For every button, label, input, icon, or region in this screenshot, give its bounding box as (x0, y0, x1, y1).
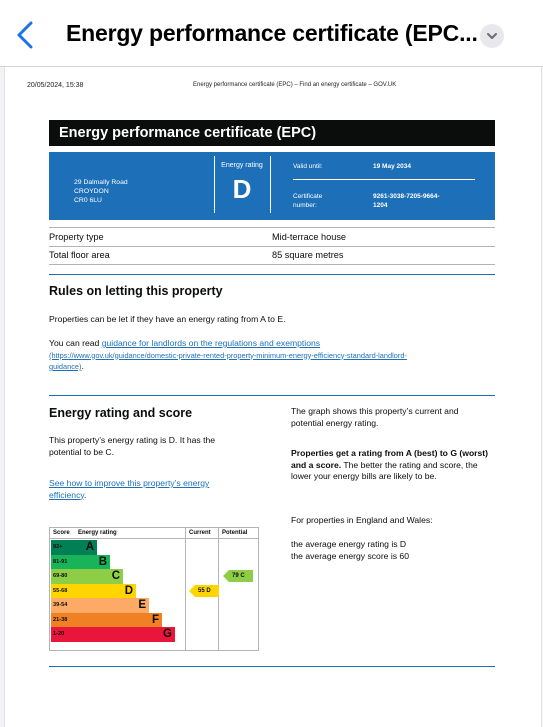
band-letter: B (98, 555, 107, 568)
certificate-number-label: Certificate number: (293, 192, 322, 210)
band-letter: G (163, 628, 172, 640)
band-score-range: 39-54 (53, 602, 68, 608)
guidance-url[interactable]: (https://www.gov.uk/guidance/domestic-pr… (49, 350, 407, 360)
band-score-range: 1-20 (53, 631, 65, 637)
rating-band-g: 1-20 G (51, 627, 175, 642)
letting-heading: Rules on letting this property (49, 284, 223, 298)
band-score-range: 55-68 (53, 587, 68, 594)
property-type-row: Property type Mid-terrace house (49, 227, 495, 247)
section-divider (49, 666, 495, 667)
divider (270, 156, 271, 213)
address-line: CR0 6LU (74, 197, 102, 204)
rating-band-c: 69-80 C (51, 569, 123, 584)
title-menu-chevron-down-icon[interactable] (480, 24, 504, 48)
energy-rating-chart: Score Energy rating Current Potential 92… (49, 527, 259, 651)
chart-column-divider (185, 528, 186, 650)
certificate-number-label-line: Certificate (293, 193, 323, 200)
average-score-text: the average energy score is 60 (291, 550, 409, 561)
rating-band-f: 21-38 F (51, 612, 162, 627)
band-letter: D (124, 584, 133, 597)
rating-band-b: 81-91 B (51, 554, 110, 569)
energy-rating-label: Energy rating (221, 162, 263, 169)
current-column-header: Current (189, 530, 211, 536)
graph-explanation-text: The graph shows this property’s current … (291, 406, 459, 428)
valid-until-label: Valid until: (293, 163, 323, 170)
address-line: 29 Dalmally Road (74, 179, 128, 186)
england-wales-text: For properties in England and Wales: (291, 515, 433, 525)
band-letter: E (138, 599, 146, 611)
potential-column-header: Potential (222, 530, 248, 536)
rating-band-a: 92+ A (51, 540, 97, 555)
guidance-prefix: You can read (49, 338, 102, 348)
energy-rating-heading: Energy rating and score (49, 406, 193, 420)
property-type-value: Mid-terrace house (272, 232, 347, 242)
rating-summary-text: This property’s energy rating is D. It h… (49, 435, 216, 457)
certificate-number-line: 1204 (373, 202, 388, 209)
section-divider (49, 395, 495, 396)
band-score-range: 81-91 (53, 558, 68, 565)
floor-area-value: 85 square metres (272, 250, 344, 260)
print-page-title: Energy performance certificate (EPC) – F… (193, 82, 397, 88)
average-rating-text: the average energy rating is D (291, 539, 407, 549)
band-score-range: 21-38 (53, 616, 68, 623)
band-letter: C (111, 570, 120, 582)
band-letter: A (85, 541, 94, 553)
chart-header-divider (50, 538, 258, 539)
certificate-number-label-line: number: (293, 202, 317, 209)
potential-rating-arrow: 79 C (223, 570, 253, 583)
valid-until-value: 19 May 2034 (373, 163, 411, 170)
averages-text: the average energy rating is D the avera… (291, 539, 491, 562)
guidance-url-end[interactable]: guidance) (49, 362, 82, 371)
band-letter: F (151, 613, 159, 626)
address-line: CROYDON (74, 188, 109, 195)
band-score-range: 92+ (53, 544, 63, 550)
property-type-label: Property type (49, 232, 104, 242)
band-score-range: 69-80 (53, 573, 68, 579)
rating-explanation-bold: Properties get a rating from A (best) to… (291, 448, 489, 470)
rating-explanation-text: Properties get a rating from A (best) to… (291, 448, 491, 483)
rating-explanation-rest: The better the rating and score, the low… (291, 459, 478, 482)
landlord-guidance-link[interactable]: guidance for landlords on the regulation… (101, 338, 321, 348)
document-title: Energy performance certificate (EPC... (66, 20, 478, 46)
improve-efficiency-link[interactable]: See how to improve this property’s energ… (49, 478, 210, 500)
guidance-suffix: . (81, 361, 84, 371)
current-rating-arrow-label: 55 D (198, 587, 211, 594)
epc-heading: Energy performance certificate (EPC) (49, 120, 495, 146)
divider (293, 179, 475, 180)
certificate-number-line: 9261-3038-7205-9664- (373, 193, 440, 200)
divider (214, 156, 215, 213)
document-page[interactable]: 20/05/2024, 15:38 Energy performance cer… (4, 67, 542, 727)
letting-guidance-text: You can read guidance for landlords on t… (49, 338, 495, 373)
potential-rating-arrow-label: 79 C (232, 573, 245, 580)
back-chevron-icon[interactable] (14, 20, 38, 50)
score-column-header: Score (53, 530, 70, 536)
section-divider (49, 274, 495, 275)
rating-band-e: 39-54 E (51, 598, 149, 613)
print-date: 20/05/2024, 15:38 (27, 82, 84, 89)
floor-area-label: Total floor area (49, 250, 110, 260)
improve-link-text: See how to improve this property’s energ… (49, 478, 249, 501)
link-suffix: . (84, 489, 87, 500)
rating-column-header: Energy rating (78, 530, 117, 536)
top-bar: Energy performance certificate (EPC... (0, 0, 543, 67)
current-rating-arrow: 55 D (189, 584, 219, 597)
floor-area-row: Total floor area 85 square metres (49, 246, 495, 265)
energy-rating-value: D (232, 174, 252, 204)
certificate-number-value: 9261-3038-7205-9664- 1204 (373, 192, 473, 210)
property-address: 29 Dalmally Road CROYDON CR0 6LU (74, 178, 128, 205)
certificate-summary-panel: 29 Dalmally Road CROYDON CR0 6LU Energy … (49, 152, 495, 220)
letting-text: Properties can be let if they have an en… (49, 314, 286, 324)
rating-band-d: 55-68 D (51, 583, 136, 598)
